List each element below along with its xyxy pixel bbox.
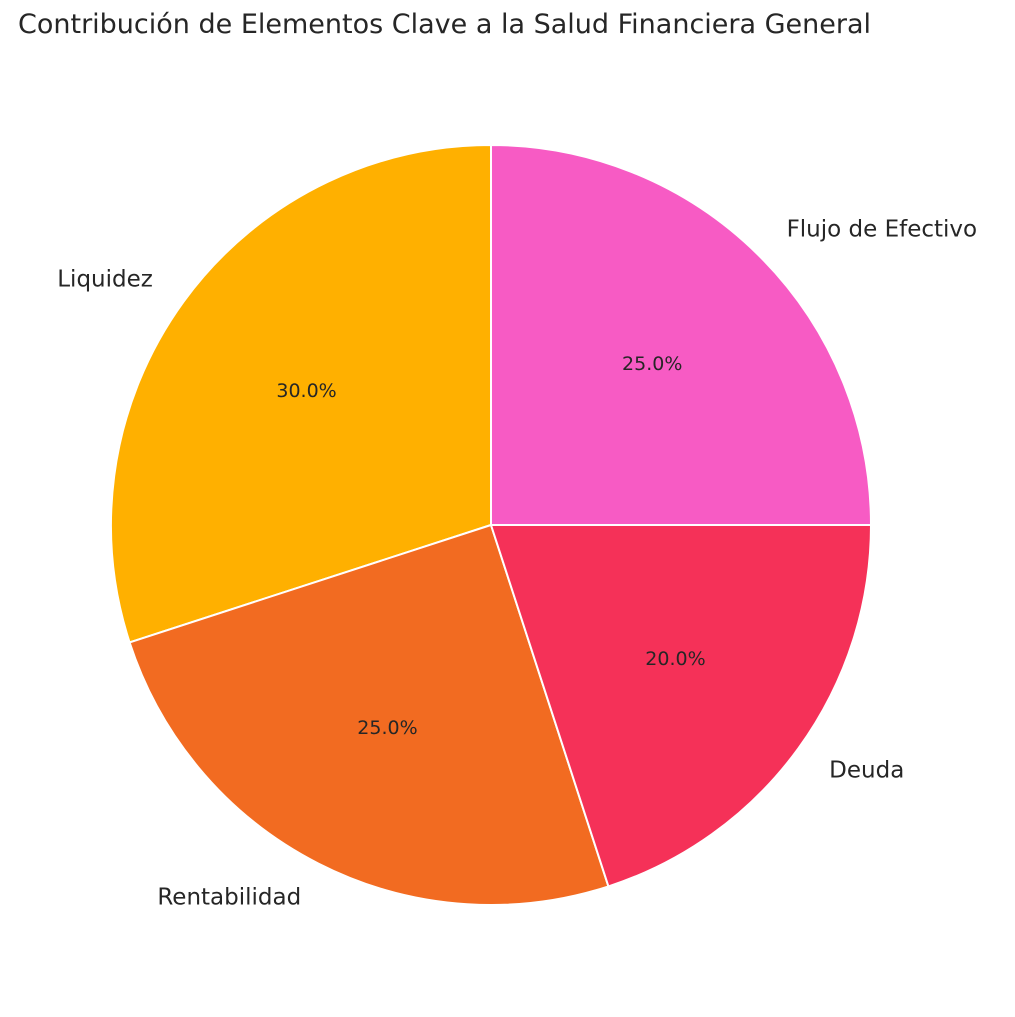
pie-labels: 30.0% Liquidez 25.0% Rentabilidad 20.0% Deuda…: [57, 216, 977, 910]
pie-slice-liquidez: [110, 144, 492, 644]
pie-slices: [110, 144, 872, 906]
pie-percent-label-rentabilidad: 25.0%: [357, 717, 417, 739]
chart-title: Contribución de Elementos Clave a la Sal…: [18, 9, 872, 40]
pie-slice-flujo-de-efectivo: [490, 144, 872, 526]
pie-category-label-flujo-de-efectivo: Flujo de Efectivo: [787, 216, 978, 242]
pie-percent-label-liquidez: 30.0%: [276, 380, 336, 402]
pie-slice-rentabilidad: [128, 524, 610, 906]
pie-percent-label-flujo-de-efectivo: 25.0%: [622, 353, 682, 375]
pie-category-label-rentabilidad: Rentabilidad: [157, 884, 301, 910]
pie-percent-label-deuda: 20.0%: [645, 648, 705, 670]
pie-slice-deuda: [490, 524, 872, 888]
pie-category-label-liquidez: Liquidez: [57, 266, 153, 292]
pie-category-label-deuda: Deuda: [829, 758, 904, 784]
